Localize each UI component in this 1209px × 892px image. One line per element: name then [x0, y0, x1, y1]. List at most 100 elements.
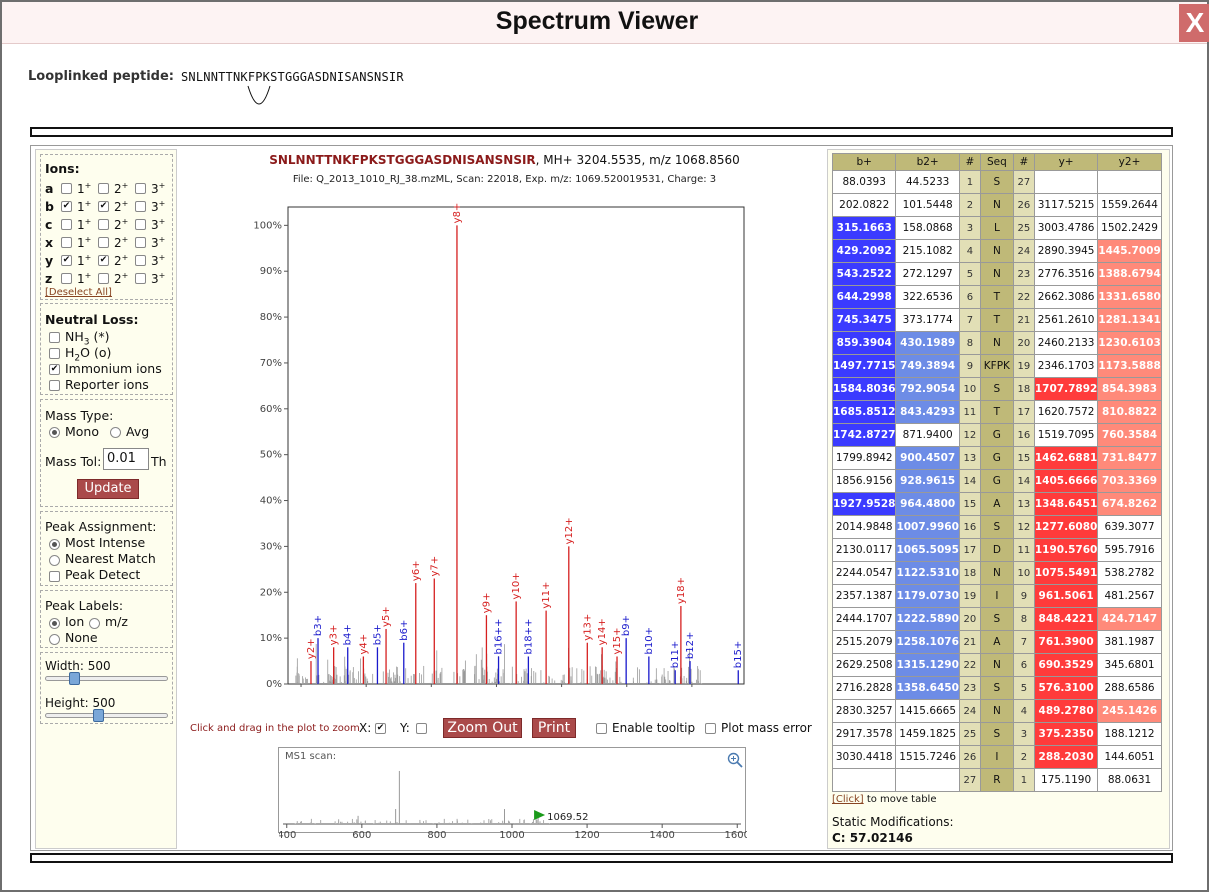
- deselect-all-link[interactable]: [Deselect All]: [45, 287, 112, 298]
- table-cell: 1315.1290: [895, 653, 960, 677]
- ion-x-charge-3-checkbox[interactable]: [135, 237, 146, 248]
- update-button[interactable]: Update: [77, 479, 139, 499]
- table-cell: T: [979, 400, 1014, 424]
- table-cell: N: [979, 561, 1014, 585]
- ion-c-charge-2-checkbox[interactable]: [98, 219, 109, 230]
- table-cell: 21: [1012, 308, 1035, 332]
- table-cell: 44.5233: [895, 170, 960, 194]
- ion-label-radio[interactable]: [49, 618, 60, 629]
- table-cell: 17: [1012, 400, 1035, 424]
- table-cell: 15: [1012, 446, 1035, 470]
- table-cell: 1742.8727: [831, 423, 897, 447]
- y-tick-label: 30%: [260, 541, 282, 552]
- ion-y-charge-2-checkbox[interactable]: ✔: [98, 255, 109, 266]
- height-slider-handle[interactable]: [93, 709, 104, 722]
- zoom-y-checkbox[interactable]: [416, 723, 427, 734]
- table-cell: 961.5061: [1033, 584, 1099, 608]
- table-cell: 543.2522: [831, 262, 897, 286]
- table-cell: 3030.4418: [831, 745, 897, 769]
- ion-c-charge-3-checkbox[interactable]: [135, 219, 146, 230]
- table-row: 2130.0117 1065.5095 17 D 11 1190.5760 595.7916: [831, 538, 1162, 562]
- ion-b-charge-2-checkbox[interactable]: ✔: [98, 201, 109, 212]
- table-cell: 88.0393: [831, 170, 897, 194]
- table-cell: 928.9615: [895, 469, 960, 493]
- ms1-scan-panel[interactable]: MS1 scan: 400 600 800 1000 1200 1400 1600 1069.…: [278, 747, 747, 841]
- ion-c-charge-1-checkbox[interactable]: [61, 219, 72, 230]
- mono-radio[interactable]: [49, 427, 60, 438]
- ion-y-charge-1-checkbox[interactable]: ✔: [61, 255, 72, 266]
- table-cell: 3: [958, 216, 981, 240]
- table-cell: 644.2998: [831, 285, 897, 309]
- ion-type-a: a: [45, 181, 54, 196]
- avg-radio[interactable]: [110, 427, 121, 438]
- print-button[interactable]: Print: [532, 718, 576, 738]
- neutral-loss-checkbox-3[interactable]: [49, 380, 60, 391]
- peak-label: b4+: [343, 624, 354, 645]
- most-intense-radio[interactable]: [49, 539, 60, 550]
- table-cell: 9: [958, 354, 981, 378]
- table-row: 2917.3578 1459.1825 25 S 3 375.2350 188.1212: [831, 722, 1162, 746]
- ion-z-charge-3-checkbox[interactable]: [135, 273, 146, 284]
- ion-x-charge-1-checkbox[interactable]: [61, 237, 72, 248]
- table-cell: 25: [1012, 216, 1035, 240]
- spectrum-file-info: File: Q_2013_1010_RJ_38.mzML, Scan: 2201…: [292, 174, 717, 185]
- neutral-loss-checkbox-2[interactable]: ✔: [49, 364, 60, 375]
- ion-a-charge-3-checkbox[interactable]: [135, 183, 146, 194]
- tooltip-checkbox[interactable]: [596, 723, 607, 734]
- ion-y-charge-3-checkbox[interactable]: [135, 255, 146, 266]
- table-cell: S: [979, 377, 1014, 401]
- ms1-x-tick-label: 400: [279, 830, 296, 841]
- table-cell: 1856.9156: [831, 469, 897, 493]
- bottom-scrollbar[interactable]: [30, 853, 1173, 863]
- ion-charge-label: 3+: [151, 253, 166, 268]
- top-scrollbar[interactable]: [30, 127, 1173, 137]
- ion-b-charge-3-checkbox[interactable]: [135, 201, 146, 212]
- peak-label: y9+: [481, 593, 492, 614]
- spectrum-plot[interactable]: 0%10%20%30%40%50%60%70%80%90%100%2505007…: [184, 197, 825, 687]
- zoom-x-checkbox[interactable]: ✔: [375, 723, 386, 734]
- table-cell: 854.3983: [1097, 377, 1162, 401]
- ion-x-charge-2-checkbox[interactable]: [98, 237, 109, 248]
- zoom-magnifier-icon[interactable]: [727, 752, 743, 768]
- neutral-loss-checkbox-1[interactable]: [49, 348, 60, 359]
- table-cell: 1230.6103: [1097, 331, 1162, 355]
- mass-tol-input[interactable]: 0.01: [103, 448, 149, 470]
- table-cell: 27: [958, 768, 981, 792]
- table-cell: 1173.5888: [1097, 354, 1162, 378]
- ion-a-charge-2-checkbox[interactable]: [98, 183, 109, 194]
- ms1-x-tick-label: 1600: [725, 830, 747, 841]
- close-button[interactable]: X: [1179, 4, 1209, 42]
- ion-z-charge-2-checkbox[interactable]: [98, 273, 109, 284]
- zoom-out-button[interactable]: Zoom Out: [443, 718, 522, 738]
- table-cell: 17: [958, 538, 981, 562]
- table-cell: 12: [958, 423, 981, 447]
- move-table-link[interactable]: [Click]: [832, 794, 864, 805]
- ion-b-charge-1-checkbox[interactable]: ✔: [61, 201, 72, 212]
- table-cell: 144.6051: [1097, 745, 1162, 769]
- ion-z-charge-1-checkbox[interactable]: [61, 273, 72, 284]
- ms1-title: MS1 scan:: [285, 751, 337, 762]
- peak-detect-checkbox[interactable]: [49, 571, 60, 582]
- width-slider-handle[interactable]: [69, 672, 80, 685]
- mass-error-checkbox[interactable]: [705, 723, 716, 734]
- mz-label-radio[interactable]: [89, 618, 100, 629]
- table-cell: [1097, 170, 1162, 194]
- table-row: 1856.9156 928.9615 14 G 14 1405.6666 703.3369: [831, 469, 1162, 493]
- table-cell: 481.2567: [1097, 584, 1162, 608]
- table-cell: S: [979, 515, 1014, 539]
- table-cell: 1462.6881: [1033, 446, 1099, 470]
- ion-a-charge-1-checkbox[interactable]: [61, 183, 72, 194]
- table-cell: 381.1987: [1097, 630, 1162, 654]
- table-row: 429.2092 215.1082 4 N 24 2890.3945 1445.7009: [831, 239, 1162, 263]
- ion-type-b: b: [45, 199, 54, 214]
- table-cell: 1358.6450: [895, 676, 960, 700]
- table-cell: T: [979, 308, 1014, 332]
- nearest-match-radio[interactable]: [49, 555, 60, 566]
- neutral-loss-checkbox-0[interactable]: [49, 332, 60, 343]
- table-cell: 101.5448: [895, 193, 960, 217]
- peak-label: y2+: [306, 638, 317, 659]
- none-label-radio[interactable]: [49, 634, 60, 645]
- table-cell: S: [979, 676, 1014, 700]
- table-cell: 188.1212: [1097, 722, 1162, 746]
- table-cell: 175.1190: [1033, 768, 1099, 792]
